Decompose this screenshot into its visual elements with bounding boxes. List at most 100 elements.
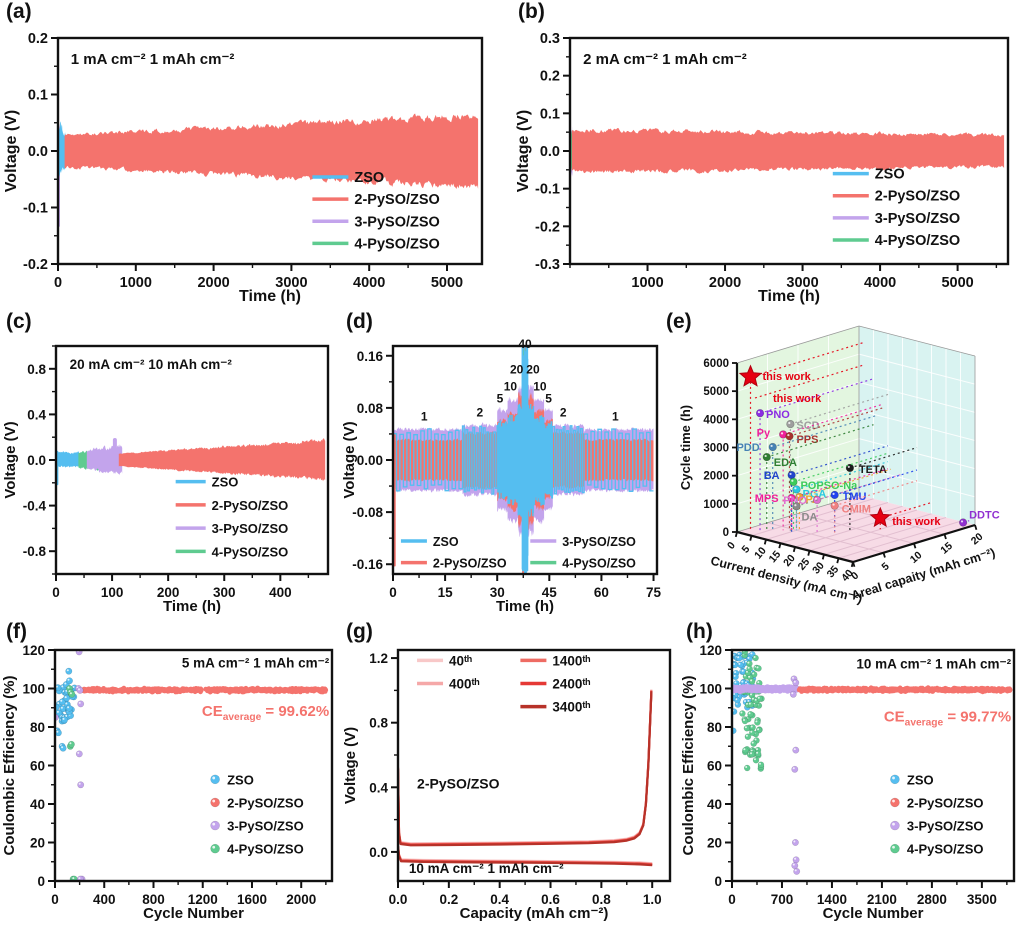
x-tick-label: 1400 [817, 892, 847, 907]
y-tick-label: -0.08 [352, 505, 383, 520]
legend-label: 40ᵗʰ [449, 653, 472, 668]
legend-label: 4-PySO/ZSO [212, 544, 289, 559]
point-label: PDD [736, 442, 759, 454]
x-tick-label: 1200 [188, 892, 218, 907]
series-curve [399, 846, 653, 867]
point-label: MPS [755, 493, 779, 505]
c-tick-label: 15 [938, 540, 955, 557]
legend-label: 4-PySO/ZSO [875, 233, 960, 249]
y-tick-label: -0.16 [352, 557, 383, 572]
x-tick-label: 5000 [431, 275, 463, 291]
legend: ZSO 2-PySO/ZSO 3-PySO/ZSO 4-PySO/ZSO [312, 170, 440, 252]
y-tick-label: 80 [707, 720, 722, 735]
point-label: EDA [774, 457, 797, 469]
legend-marker-icon [210, 797, 220, 808]
y-tick-label: 0.0 [369, 845, 388, 860]
rate-label: 10 [533, 380, 547, 394]
panel-a: 0 1000 2000 3000 4000 5000 -0.2 -0.1 0.0 0.1 0.2 Ti… [0, 0, 512, 310]
panel-b: 1000 2000 3000 4000 5000 -0.3 -0.2 -0.1 0.0 0.1 0.… [512, 0, 1024, 310]
panel-g-chart: 0.0 0.2 0.4 0.6 0.8 1.0 0.0 0.4 0.8 1.2 Capacity (… [342, 648, 672, 922]
y-axis-title: Voltage (V) [342, 727, 359, 804]
c-tick-label: 10 [908, 549, 925, 566]
series-band [118, 438, 326, 482]
x-tick-label: 700 [771, 892, 794, 907]
legend-label: 3-PySO/ZSO [227, 819, 304, 834]
annotation: 10 mA cm⁻² 1 mAh cm⁻² [856, 656, 1011, 671]
x-tick-label: 5000 [941, 275, 973, 291]
j-tick-label: 20 [781, 552, 798, 569]
ce-average-annotation: CEaverage = 99.77% [884, 709, 1011, 729]
y-tick-label: 0.4 [27, 407, 46, 422]
panel-label-c: (c) [6, 310, 32, 333]
series-layer [56, 651, 329, 880]
panel-h: 0 700 1400 2100 2800 3500 0 20 40 60 80 100 120 Cycle… [680, 620, 1024, 927]
y-tick-label: -0.1 [23, 201, 48, 217]
x-tick-label: 0 [728, 892, 736, 907]
point-label: this work [773, 393, 822, 405]
legend: ZSO 2-PySO/ZSO 3-PySO/ZSO 4-PySO/ZSO [890, 772, 983, 857]
x-tick-label: 800 [142, 892, 165, 907]
legend-marker-icon [210, 843, 220, 854]
legend-label: ZSO [433, 535, 459, 549]
axes: 0.0 0.2 0.4 0.6 0.8 1.0 0.0 0.4 0.8 1.2 Capacity (… [342, 648, 672, 922]
series-layer [399, 689, 653, 867]
x-tick-label: 1.0 [643, 892, 662, 907]
star-marker-icon [869, 506, 892, 528]
legend-label: 3-PySO/ZSO [212, 521, 289, 536]
legend-label: 1400ᵗʰ [552, 653, 590, 668]
x-tick-label: 4000 [864, 275, 896, 291]
y-tick-label: 120 [22, 643, 45, 658]
y-tick-label: -0.2 [535, 219, 560, 235]
y-tick-label: 20 [707, 836, 722, 851]
legend-label: 3-PySO/ZSO [354, 214, 439, 230]
legend-label: ZSO [212, 475, 239, 490]
z-tick-label: 2000 [703, 471, 729, 483]
point-label: TMU [843, 491, 867, 503]
series-band [64, 113, 479, 189]
panel-label-e: (e) [666, 310, 692, 333]
annotation: 10 mA cm⁻² 1 mAh cm⁻² [409, 861, 564, 876]
x-tick-label: 0 [51, 892, 59, 907]
annotation: 2-PySO/ZSO [417, 776, 500, 792]
x-tick-label: 30 [490, 585, 505, 600]
point-label: PPS [796, 434, 818, 446]
rate-label: 2 [560, 406, 567, 420]
x-axis-title: Cycle Number [823, 905, 924, 922]
point-marker-icon [755, 409, 765, 418]
legend-label: 2-PySO/ZSO [875, 189, 960, 205]
j-tick-label: 15 [767, 548, 784, 565]
panel-label-g: (g) [346, 620, 373, 643]
y-tick-label: 1.2 [369, 651, 388, 666]
x-tick-label: 0 [389, 585, 397, 600]
point-label: BA [764, 470, 780, 482]
series-layer [571, 126, 1005, 177]
series-layer [394, 347, 654, 573]
x-tick-label: 200 [157, 585, 180, 600]
y-tick-label: 100 [22, 682, 45, 697]
y-tick-label: 40 [30, 797, 45, 812]
legend-label: 2400ᵗʰ [552, 676, 590, 691]
point-marker-icon [789, 477, 798, 486]
x-tick-label: 0.6 [541, 892, 560, 907]
y-tick-label: 0.1 [540, 106, 560, 122]
x-tick-label: 1000 [120, 275, 152, 291]
y-tick-label: 0 [37, 874, 45, 889]
y-axis-title: Coulombic Efficiency (%) [1, 675, 18, 855]
x-axis-title: Capacity (mAh cm⁻²) [460, 905, 609, 922]
y-tick-label: 0.0 [540, 144, 560, 160]
y-tick-label: 0.00 [357, 453, 383, 468]
annotation: 2 mA cm⁻² 1 mAh cm⁻² [583, 51, 747, 68]
point-marker-icon [768, 442, 777, 452]
x-tick-label: 400 [93, 892, 116, 907]
panel-c-chart: 0 100 200 300 400 -0.8 -0.4 0.0 0.4 0.8 Time (h) Vo… [2, 344, 330, 615]
panel-b-chart: 1000 2000 3000 4000 5000 -0.3 -0.2 -0.1 0.0 0.1 0.… [515, 31, 1010, 305]
point-label: PNO [766, 409, 790, 421]
series-band [59, 121, 66, 177]
rate-label: 5 [497, 391, 504, 405]
legend: ZSO 2-PySO/ZSO 3-PySO/ZSO 4-PySO/ZSO [175, 475, 289, 559]
point-label: SCD [796, 420, 819, 432]
axes: 0 100 200 300 400 -0.8 -0.4 0.0 0.4 0.8 Time (h) Vo… [2, 344, 330, 615]
j-tick-label: 0 [725, 539, 738, 551]
point-label: this work [892, 516, 941, 528]
point-marker-icon [786, 419, 795, 429]
